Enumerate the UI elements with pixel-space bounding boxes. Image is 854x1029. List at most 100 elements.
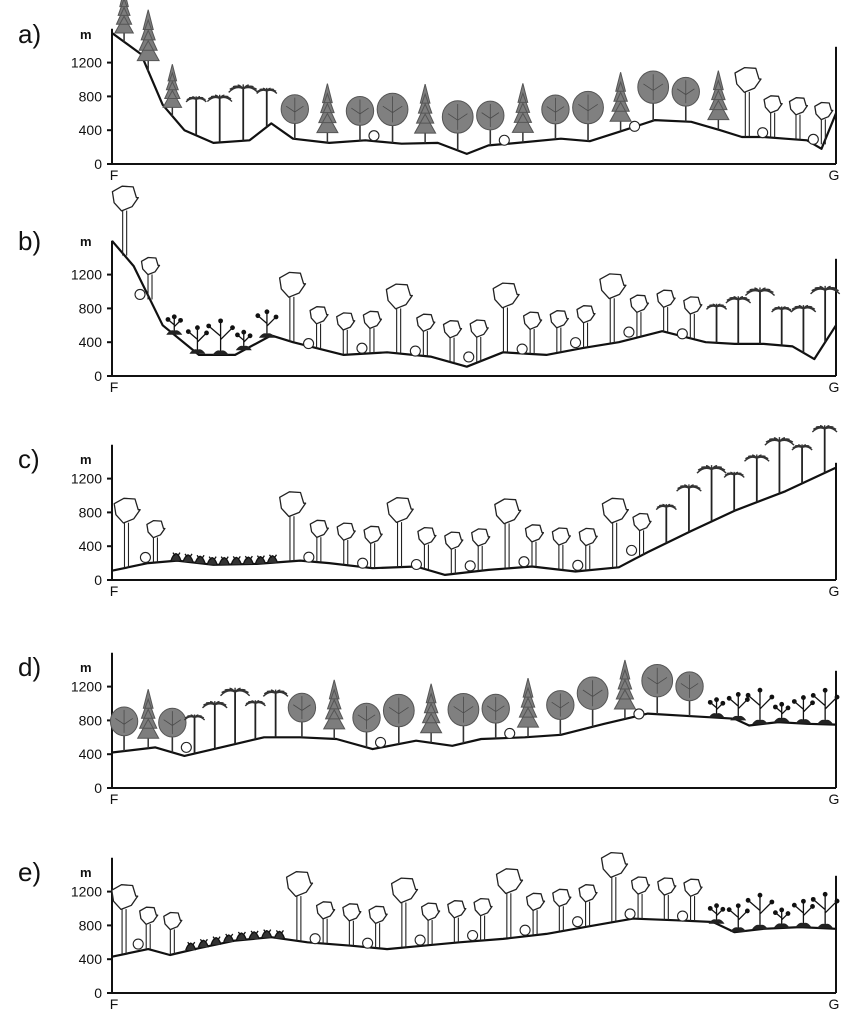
conifer-crown xyxy=(113,0,135,34)
tree-fern-fronds xyxy=(185,96,207,103)
heath-shrub-flower xyxy=(745,692,751,698)
low-shrub xyxy=(273,930,286,939)
open-tree-crown xyxy=(315,901,336,920)
heath-shrub-flower xyxy=(834,694,840,700)
open-tree-crown xyxy=(630,876,651,895)
profile-panel-d: d) m 1200 800 400 0F G xyxy=(18,652,839,807)
shrub xyxy=(410,558,422,571)
open-tree-crown xyxy=(139,906,159,925)
y-tick-label: 1200 xyxy=(71,884,102,900)
heath-shrub-flower xyxy=(230,325,235,331)
panel-label: c) xyxy=(18,444,40,474)
vegetation-open-woodland-with-shrubs xyxy=(111,884,183,955)
y-tick-label: 0 xyxy=(94,985,102,1001)
shrub xyxy=(633,708,645,720)
open-tree-crown xyxy=(578,884,598,903)
open-tree-crown xyxy=(525,892,546,912)
open-tree-crown xyxy=(309,306,329,325)
shrub xyxy=(572,916,584,928)
low-shrub xyxy=(223,933,235,943)
heath-shrub-flower xyxy=(834,898,840,904)
tree-fern-fronds xyxy=(201,700,228,709)
open-tree-crown xyxy=(363,525,383,545)
heath-shrub-flower xyxy=(195,325,200,331)
heath-shrub-flower xyxy=(726,907,732,913)
crown-veins xyxy=(680,674,699,698)
open-tree-crown xyxy=(599,273,627,300)
heath-shrub-flower xyxy=(801,898,806,904)
open-tree-crown xyxy=(473,897,493,917)
y-tick-label: 400 xyxy=(79,951,103,967)
vegetation-heath-shrubland xyxy=(707,687,840,725)
heath-shrub-flower xyxy=(273,314,279,320)
open-tree-crown xyxy=(576,305,596,324)
open-tree-crown xyxy=(814,101,834,121)
low-shrub xyxy=(206,556,218,565)
open-tree-crown xyxy=(385,283,413,310)
crown-veins xyxy=(382,96,403,123)
y-tick-label: 400 xyxy=(79,746,103,762)
shrub xyxy=(303,338,315,350)
tree-fern-fronds xyxy=(256,87,278,94)
heath-shrub-flower xyxy=(726,695,732,701)
open-tree-crown xyxy=(600,851,629,879)
terrain-profile xyxy=(111,32,838,155)
open-tree-crown xyxy=(111,884,139,911)
y-tick-label: 800 xyxy=(79,917,103,933)
shrub xyxy=(569,337,582,349)
open-tree-crown xyxy=(522,311,543,330)
profile-panel-c: c) m 1200 800 400 0F G xyxy=(18,425,839,599)
tree-fern-fronds xyxy=(655,503,677,511)
tree-fern-fronds xyxy=(771,306,793,313)
crown-veins xyxy=(578,94,598,121)
low-shrub xyxy=(185,941,197,951)
heath-shrub-flower xyxy=(785,911,791,916)
heath-shrub-base xyxy=(212,350,229,355)
crown-veins xyxy=(285,97,304,121)
conifer-crown xyxy=(413,84,437,134)
vegetation-heath-shrubland xyxy=(165,309,279,355)
heath-shrub-flower xyxy=(714,903,719,909)
vegetation-open-woodland-with-shrubs xyxy=(278,271,703,363)
open-tree-crown xyxy=(549,310,569,329)
crown-veins xyxy=(357,706,376,730)
heath-shrub-flower xyxy=(769,694,775,700)
open-tree-crown xyxy=(494,498,522,525)
heath-shrub-flower xyxy=(165,317,171,322)
y-tick-label: 0 xyxy=(94,780,102,796)
open-tree-crown xyxy=(763,95,783,114)
profile-panel-e: e) m 1200 800 400 0F G xyxy=(18,851,840,1012)
heath-shrub-flower xyxy=(822,891,828,897)
vegetation-broadleaf-rainforest xyxy=(287,659,704,748)
vegetation-layer xyxy=(111,851,840,955)
tree-fern-fronds xyxy=(244,700,266,707)
shrub xyxy=(409,345,421,357)
shrub xyxy=(518,556,530,568)
conifer-crown xyxy=(162,64,183,108)
open-tree-crown xyxy=(444,531,464,550)
open-tree-crown xyxy=(420,902,441,921)
low-shrub xyxy=(242,555,254,565)
heath-shrub-stems xyxy=(812,894,838,929)
vegetation-tree-fern-forest xyxy=(705,285,841,353)
tree-fern-fronds xyxy=(220,687,251,697)
y-tick-label: 1200 xyxy=(71,267,102,283)
heath-shrub-base xyxy=(751,719,768,725)
shrub xyxy=(757,127,769,139)
open-tree-crown xyxy=(390,877,419,904)
open-tree-crown xyxy=(416,313,436,332)
crown-veins xyxy=(447,103,468,130)
heath-shrub-flower xyxy=(810,904,815,909)
crown-veins xyxy=(293,696,311,720)
low-shrub xyxy=(254,555,267,564)
open-tree-crown xyxy=(342,903,362,922)
elevation-unit-label: m xyxy=(80,865,92,880)
heath-shrub-base xyxy=(708,713,725,718)
y-tick-label: 0 xyxy=(94,368,102,384)
conifer-crown xyxy=(707,70,730,121)
tree-fern-fronds xyxy=(676,484,702,492)
tree-fern-fronds xyxy=(696,465,727,474)
profile-panel-a: a) m 1200 800 400 0F G xyxy=(18,0,839,183)
shrub xyxy=(519,924,531,936)
low-shrub xyxy=(218,556,230,565)
